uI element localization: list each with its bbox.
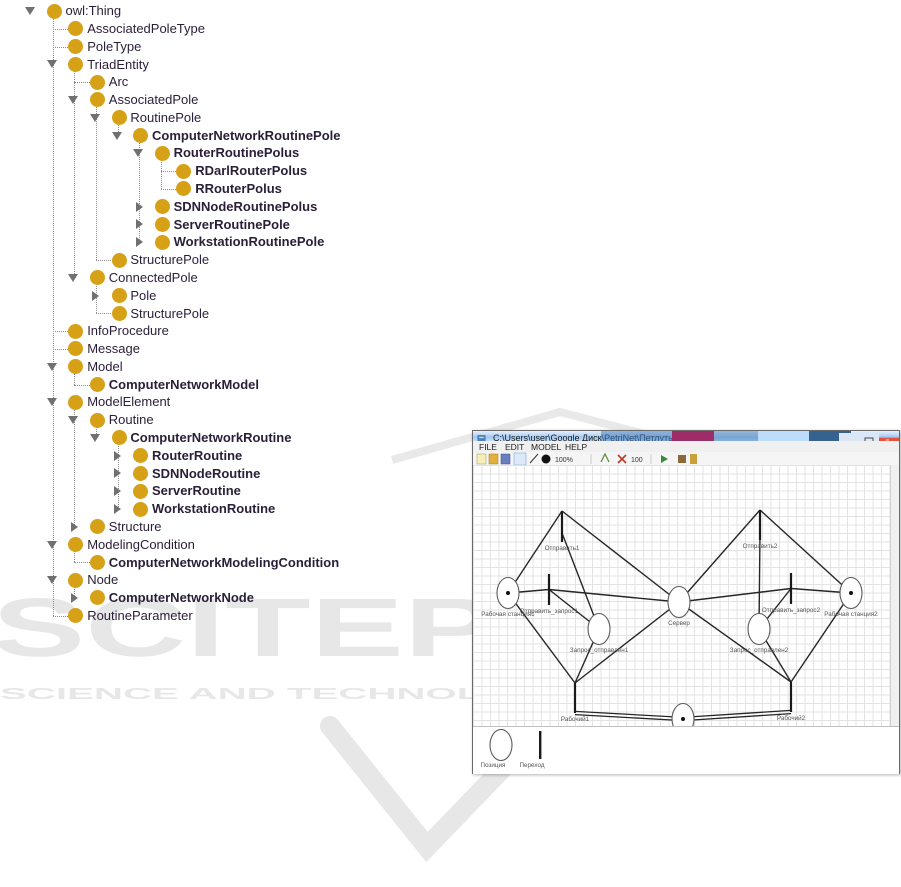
- svg-text:100%: 100%: [555, 457, 573, 464]
- svg-text:100: 100: [631, 457, 643, 464]
